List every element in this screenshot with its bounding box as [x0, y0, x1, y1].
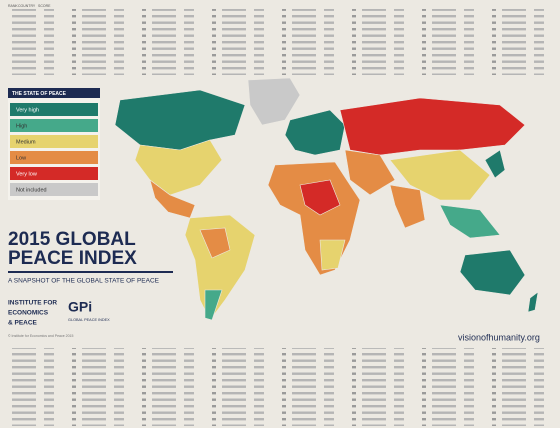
- column-header: RANK: [8, 4, 18, 8]
- legend-swatch: [10, 183, 98, 196]
- legend-swatch: [10, 135, 98, 148]
- world-map: [114, 77, 539, 321]
- logo-gpi-text: GLOBAL PEACE INDEX: [68, 318, 110, 322]
- logo-iep: & PEACE: [8, 320, 38, 327]
- logo-gpi: GPi: [68, 299, 92, 315]
- legend-title: THE STATE OF PEACE: [12, 91, 67, 97]
- subtitle: A SNAPSHOT OF THE GLOBAL STATE OF PEACE: [8, 278, 160, 285]
- legend-label: Not included: [16, 187, 47, 193]
- legend-swatch: [10, 103, 98, 116]
- column-header: SCORE: [38, 4, 51, 8]
- legend-label: High: [16, 123, 27, 129]
- ranking-table-top: [6, 9, 554, 75]
- column-header: COUNTRY: [18, 4, 36, 8]
- legend-swatch: [10, 151, 98, 164]
- title-line: 2015 GLOBAL: [8, 229, 136, 250]
- legend-swatch: [10, 119, 98, 132]
- legend-label: Low: [16, 155, 26, 161]
- legend-label: Very high: [16, 107, 39, 113]
- title-line: PEACE INDEX: [8, 248, 137, 269]
- ranking-table-bottom: [6, 348, 554, 426]
- title-rule: [8, 271, 173, 273]
- legend-header: [8, 88, 100, 98]
- legend: THE STATE OF PEACE Very high High Medium Lo…: [8, 88, 100, 200]
- legend-label: Medium: [16, 139, 36, 145]
- logo-iep: INSTITUTE FOR: [8, 300, 57, 307]
- legend-label: Very low: [16, 171, 37, 177]
- copyright: © Institute for Economics and Peace 2015: [8, 334, 73, 338]
- logo-iep: ECONOMICS: [8, 310, 49, 317]
- website: visionofhumanity.org: [458, 332, 540, 342]
- legend-swatch: [10, 167, 98, 180]
